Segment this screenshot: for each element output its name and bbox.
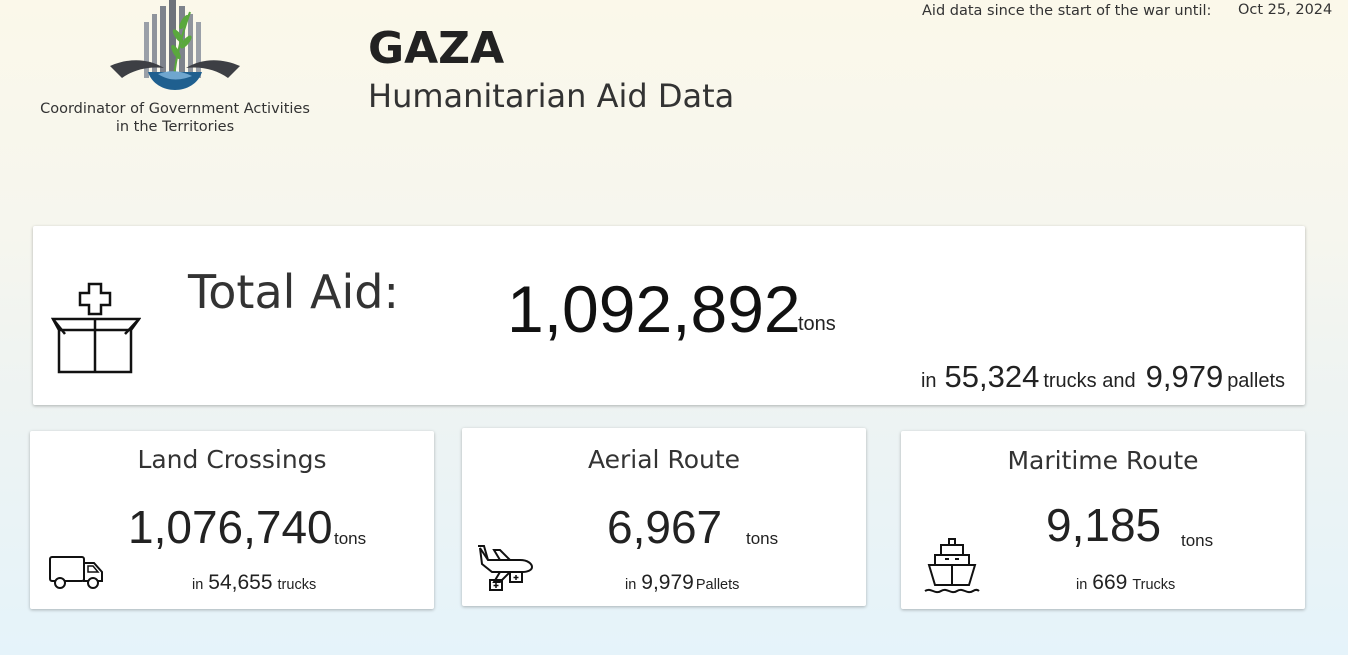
land-crossings-unit: tons xyxy=(334,529,367,548)
maritime-route-count: 669 xyxy=(1092,571,1128,594)
land-crossings-card: Land Crossings 1,076,740 tons in 54,655 tr… xyxy=(30,431,434,609)
aerial-route-count: 9,979 xyxy=(641,571,694,594)
maritime-route-in-label: in xyxy=(1076,577,1088,593)
maritime-route-count-line: in 669 Trucks xyxy=(1076,571,1175,595)
asof-label: Aid data since the start of the war unti… xyxy=(922,3,1212,19)
cogat-logo: Coordinator of Government Activities in … xyxy=(30,0,320,140)
total-trucks-label: trucks and xyxy=(1043,370,1136,392)
total-aid-card: Total Aid: 1,092,892 tons in 55,324 trucks… xyxy=(33,226,1305,405)
land-crossings-count-label: trucks xyxy=(277,577,317,593)
total-aid-label: Total Aid: xyxy=(188,265,399,319)
total-aid-breakdown: in 55,324 trucks and 9,979 pallets xyxy=(921,359,1285,395)
total-aid-unit: tons xyxy=(798,313,836,335)
maritime-route-count-label: Trucks xyxy=(1132,577,1176,593)
total-pallets-value: 9,979 xyxy=(1145,359,1224,394)
land-crossings-value: 1,076,740 xyxy=(128,501,333,553)
aerial-route-title: Aerial Route xyxy=(587,445,741,474)
aerial-route-count-label: Pallets xyxy=(695,577,740,593)
total-pallets-label: pallets xyxy=(1227,370,1285,392)
total-aid-value: 1,092,892 xyxy=(507,272,801,346)
maritime-route-title: Maritime Route xyxy=(1007,446,1199,475)
land-crossings-in-label: in xyxy=(192,577,204,593)
asof-date: Oct 25, 2024 xyxy=(1238,2,1333,18)
total-in-label: in xyxy=(920,370,937,392)
land-crossings-count-line: in 54,655 trucks xyxy=(192,571,316,595)
airplane-airdrop-icon xyxy=(478,545,534,591)
total-trucks-value: 55,324 xyxy=(944,359,1040,394)
land-crossings-title: Land Crossings xyxy=(137,445,327,474)
maritime-route-value: 9,185 xyxy=(1046,499,1162,551)
aerial-route-unit: tons xyxy=(746,529,779,548)
aid-box-icon xyxy=(51,282,141,374)
page-subtitle: Humanitarian Aid Data xyxy=(368,77,735,115)
aerial-route-card: Aerial Route 6,967 tons in 9,979 Pallets xyxy=(462,428,866,606)
truck-icon xyxy=(49,556,103,589)
cogat-emblem-icon xyxy=(110,0,240,90)
org-name-line1: Coordinator of Government Activities xyxy=(40,101,310,117)
page-title: GAZA xyxy=(368,23,505,74)
ship-icon xyxy=(924,538,980,594)
land-crossings-count: 54,655 xyxy=(208,571,273,594)
aerial-route-in-label: in xyxy=(625,577,637,593)
aerial-route-value: 6,967 xyxy=(607,501,723,553)
aerial-route-count-line: in 9,979 Pallets xyxy=(625,571,739,595)
maritime-route-unit: tons xyxy=(1181,531,1214,550)
org-name-line2: in the Territories xyxy=(115,119,235,135)
maritime-route-card: Maritime Route 9,185 tons in 669 Trucks xyxy=(901,431,1305,609)
